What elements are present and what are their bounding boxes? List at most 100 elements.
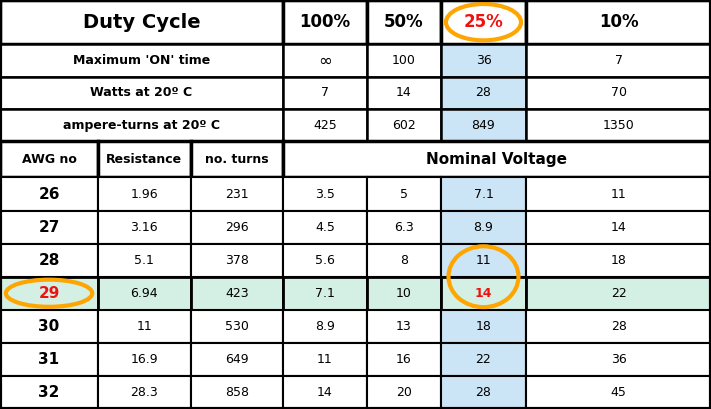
Text: 8.9: 8.9: [474, 220, 493, 234]
Text: 16.9: 16.9: [131, 353, 158, 366]
Bar: [526, 76, 711, 109]
Text: 18: 18: [476, 320, 491, 333]
Bar: [441, 0, 526, 44]
Text: 70: 70: [611, 86, 626, 99]
Text: 27: 27: [38, 220, 60, 235]
Bar: [526, 211, 711, 244]
Bar: [441, 376, 526, 409]
Text: 423: 423: [225, 287, 249, 300]
Text: ∞: ∞: [318, 52, 332, 70]
Bar: [526, 310, 711, 343]
Bar: [0, 178, 98, 211]
Text: 5.1: 5.1: [134, 254, 154, 267]
Bar: [441, 277, 526, 310]
Text: 30: 30: [38, 319, 60, 334]
Text: 28: 28: [38, 253, 60, 267]
Bar: [367, 76, 441, 109]
Text: 8: 8: [400, 254, 408, 267]
Text: 14: 14: [611, 220, 626, 234]
Bar: [283, 44, 367, 76]
Text: 28: 28: [476, 86, 491, 99]
Bar: [441, 44, 526, 76]
Text: 4.5: 4.5: [315, 220, 335, 234]
Text: 28.3: 28.3: [130, 386, 159, 399]
Bar: [98, 310, 191, 343]
Text: 36: 36: [611, 353, 626, 366]
Text: 296: 296: [225, 220, 249, 234]
Bar: [98, 343, 191, 376]
Bar: [283, 277, 367, 310]
Text: 3.16: 3.16: [131, 220, 158, 234]
Bar: [98, 141, 191, 178]
Bar: [526, 178, 711, 211]
Bar: [0, 376, 98, 409]
Text: 14: 14: [396, 86, 412, 99]
Text: 425: 425: [313, 119, 337, 132]
Bar: [0, 211, 98, 244]
Text: 18: 18: [611, 254, 626, 267]
Bar: [191, 244, 283, 277]
Text: 11: 11: [611, 187, 626, 200]
Text: 8.9: 8.9: [315, 320, 335, 333]
Text: 602: 602: [392, 119, 416, 132]
Bar: [283, 376, 367, 409]
Text: 32: 32: [38, 385, 60, 400]
Bar: [441, 211, 526, 244]
Text: 45: 45: [611, 386, 626, 399]
Bar: [283, 109, 367, 141]
Text: 16: 16: [396, 353, 412, 366]
Text: 378: 378: [225, 254, 249, 267]
Bar: [367, 343, 441, 376]
Text: 20: 20: [396, 386, 412, 399]
Text: Resistance: Resistance: [106, 153, 183, 166]
Text: Nominal Voltage: Nominal Voltage: [427, 152, 567, 167]
Bar: [283, 244, 367, 277]
Bar: [191, 211, 283, 244]
Bar: [191, 343, 283, 376]
Text: 1.96: 1.96: [131, 187, 158, 200]
Text: 10%: 10%: [599, 13, 638, 31]
Text: 11: 11: [317, 353, 333, 366]
Bar: [191, 178, 283, 211]
Text: 13: 13: [396, 320, 412, 333]
Bar: [367, 376, 441, 409]
Text: no. turns: no. turns: [205, 153, 269, 166]
Text: 28: 28: [476, 386, 491, 399]
Bar: [0, 76, 283, 109]
Text: 530: 530: [225, 320, 249, 333]
Bar: [0, 0, 283, 44]
Text: 649: 649: [225, 353, 249, 366]
Text: 29: 29: [38, 286, 60, 301]
Bar: [367, 310, 441, 343]
Text: 14: 14: [317, 386, 333, 399]
Bar: [0, 343, 98, 376]
Bar: [441, 343, 526, 376]
Text: 100: 100: [392, 54, 416, 67]
Bar: [367, 0, 441, 44]
Text: 11: 11: [137, 320, 152, 333]
Bar: [191, 141, 283, 178]
Text: Watts at 20º C: Watts at 20º C: [90, 86, 193, 99]
Bar: [191, 376, 283, 409]
Text: 22: 22: [611, 287, 626, 300]
Text: 7.1: 7.1: [315, 287, 335, 300]
Bar: [191, 310, 283, 343]
Text: 3.5: 3.5: [315, 187, 335, 200]
Text: 36: 36: [476, 54, 491, 67]
Bar: [0, 277, 98, 310]
Bar: [526, 376, 711, 409]
Text: 11: 11: [476, 254, 491, 267]
Bar: [441, 76, 526, 109]
Bar: [367, 109, 441, 141]
Bar: [98, 211, 191, 244]
Bar: [367, 178, 441, 211]
Bar: [283, 343, 367, 376]
Bar: [0, 244, 98, 277]
Text: Duty Cycle: Duty Cycle: [82, 13, 201, 31]
Text: 231: 231: [225, 187, 249, 200]
Bar: [441, 310, 526, 343]
Text: AWG no: AWG no: [21, 153, 77, 166]
Bar: [526, 343, 711, 376]
Text: 6.3: 6.3: [394, 220, 414, 234]
Text: 50%: 50%: [384, 13, 424, 31]
